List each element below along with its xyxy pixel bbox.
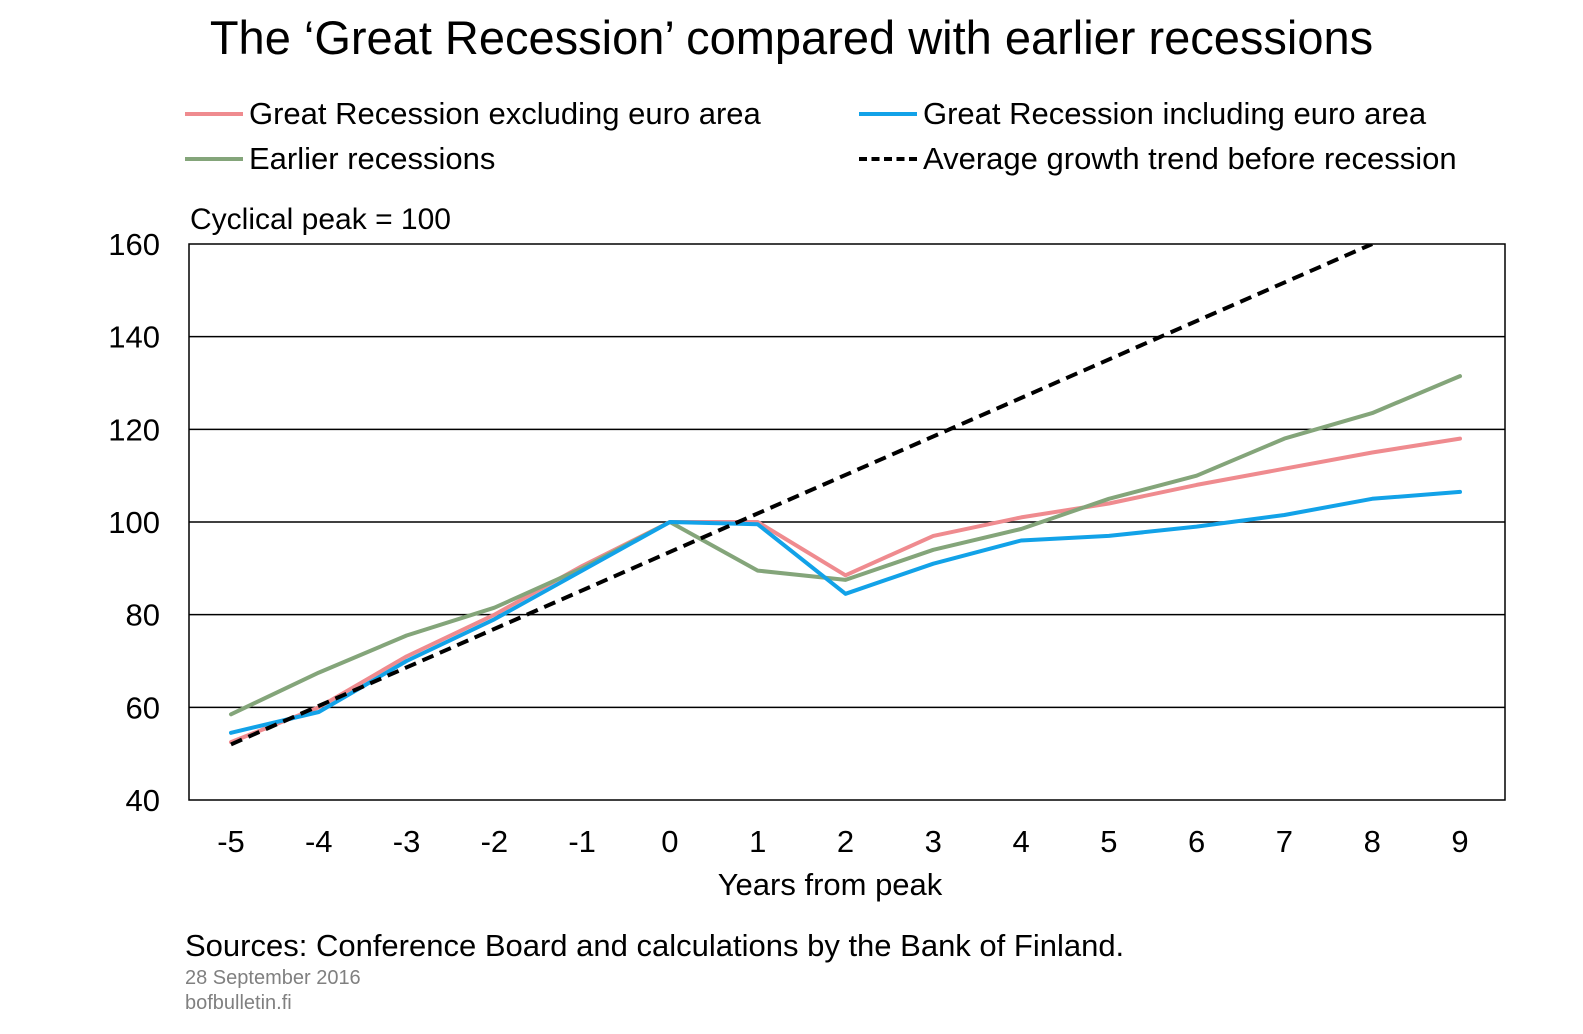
x-tick-label: -2 <box>481 824 509 859</box>
y-tick-label: 120 <box>108 412 160 447</box>
plot-area-border <box>188 243 1506 801</box>
x-tick-label: 3 <box>925 824 942 859</box>
series-line-average-trend <box>230 244 1374 747</box>
x-tick-label: -1 <box>568 824 596 859</box>
y-tick-label: 140 <box>108 320 160 355</box>
legend-label-excluding-euro: Great Recession excluding euro area <box>249 96 761 131</box>
y-tick-label: 60 <box>126 690 160 725</box>
x-tick-label: 1 <box>749 824 766 859</box>
legend-swatch-including-euro <box>859 112 917 116</box>
x-tick-label: 7 <box>1276 824 1293 859</box>
x-axis-label: Years from peak <box>717 867 943 902</box>
series-line-earlier-recessions <box>229 374 1462 717</box>
legend-swatch-average-trend <box>859 157 917 161</box>
x-tick-label: 4 <box>1012 824 1029 859</box>
legend-item-average-trend: Average growth trend before recession <box>859 142 1457 176</box>
legend-item-including-euro: Great Recession including euro area <box>859 97 1426 131</box>
publication-date: 28 September 2016 <box>185 967 361 989</box>
source-note: Sources: Conference Board and calculatio… <box>185 928 1125 963</box>
x-tick-label: -5 <box>217 824 245 859</box>
legend-swatch-excluding-euro <box>185 112 243 116</box>
x-tick-label: -4 <box>305 824 333 859</box>
legend-item-excluding-euro: Great Recession excluding euro area <box>185 97 761 131</box>
series-line-including-euro <box>229 489 1462 735</box>
x-tick-label: 9 <box>1451 824 1468 859</box>
x-tick-label: 6 <box>1188 824 1205 859</box>
unit-label: Cyclical peak = 100 <box>190 203 451 236</box>
x-tick-label: 8 <box>1364 824 1381 859</box>
y-tick-label: 160 <box>108 227 160 262</box>
chart-title: The ‘Great Recession’ compared with earl… <box>209 11 1374 64</box>
legend-swatch-earlier-recessions <box>185 157 243 161</box>
legend-item-earlier-recessions: Earlier recessions <box>185 142 495 176</box>
x-tick-label: 2 <box>837 824 854 859</box>
y-tick-label: 40 <box>126 783 160 818</box>
legend-label-including-euro: Great Recession including euro area <box>923 96 1427 131</box>
series-line-excluding-euro <box>229 436 1462 745</box>
y-tick-label: 100 <box>108 505 160 540</box>
legend-label-average-trend: Average growth trend before recession <box>923 141 1457 176</box>
x-tick-label: -3 <box>393 824 421 859</box>
site-name: bofbulletin.fi <box>185 992 292 1014</box>
y-tick-label: 80 <box>126 598 160 633</box>
legend-label-earlier-recessions: Earlier recessions <box>249 141 496 176</box>
x-tick-label: 5 <box>1100 824 1117 859</box>
x-tick-label: 0 <box>661 824 678 859</box>
